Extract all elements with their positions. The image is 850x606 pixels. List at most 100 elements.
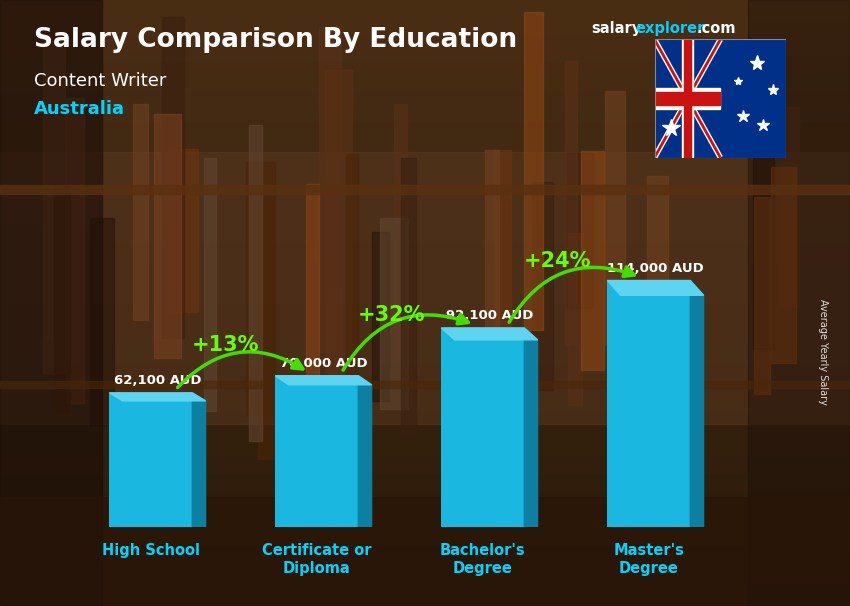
Bar	[0, 109, 850, 115]
FancyArrowPatch shape	[343, 315, 468, 370]
Bar	[133, 104, 148, 320]
Bar	[154, 115, 181, 358]
Bar	[0, 473, 850, 479]
Bar	[0, 442, 850, 448]
Bar	[0, 164, 850, 170]
Bar	[0, 0, 850, 6]
Bar	[0, 467, 850, 473]
Bar	[0, 273, 850, 279]
Bar	[607, 281, 690, 527]
Bar	[320, 27, 342, 351]
Bar	[0, 576, 850, 582]
Bar	[0, 212, 850, 218]
Text: 92,100 AUD: 92,100 AUD	[445, 310, 533, 322]
Bar	[43, 41, 65, 373]
Bar	[0, 115, 850, 121]
Bar	[0, 551, 850, 558]
Bar	[0, 242, 850, 248]
Bar	[0, 533, 850, 539]
Bar	[0, 588, 850, 594]
Bar	[0, 381, 850, 388]
Bar	[0, 24, 850, 30]
Bar	[0, 321, 850, 327]
Text: +13%: +13%	[192, 335, 259, 355]
Bar	[0, 158, 850, 164]
Polygon shape	[607, 281, 704, 295]
Bar	[0, 503, 850, 509]
Polygon shape	[359, 376, 371, 527]
FancyArrowPatch shape	[509, 267, 634, 322]
Bar	[0, 388, 850, 394]
FancyArrowPatch shape	[178, 351, 303, 388]
Text: Content Writer: Content Writer	[34, 72, 167, 90]
Bar	[0, 539, 850, 545]
Bar	[654, 88, 720, 109]
Bar	[568, 233, 582, 405]
Bar	[532, 182, 553, 390]
Bar	[65, 98, 83, 403]
Bar	[0, 303, 850, 309]
Bar	[394, 104, 407, 358]
Bar	[0, 376, 850, 382]
Bar	[162, 18, 184, 338]
Bar	[0, 370, 850, 376]
Bar	[306, 184, 320, 386]
Bar	[0, 200, 850, 206]
Bar	[494, 150, 512, 453]
Bar	[0, 91, 850, 97]
Bar	[0, 67, 850, 73]
Bar	[89, 218, 114, 425]
Bar	[0, 394, 850, 400]
Bar	[204, 158, 216, 411]
Bar	[0, 558, 850, 564]
Bar	[0, 515, 850, 521]
Bar	[401, 158, 416, 436]
Bar	[0, 152, 850, 158]
Bar	[372, 231, 389, 401]
Bar	[565, 61, 577, 345]
Bar	[0, 103, 850, 109]
Bar	[0, 406, 850, 412]
Text: Average Yearly Salary: Average Yearly Salary	[818, 299, 828, 404]
Bar	[0, 497, 850, 503]
Bar	[0, 48, 850, 55]
Bar	[0, 85, 850, 91]
Bar	[0, 345, 850, 351]
Bar	[0, 152, 850, 424]
Polygon shape	[690, 281, 704, 527]
Bar	[0, 30, 850, 36]
Bar	[0, 545, 850, 551]
Bar	[0, 527, 850, 533]
Bar	[0, 127, 850, 133]
Bar	[0, 18, 850, 24]
Bar	[0, 36, 850, 42]
Bar	[0, 6, 850, 12]
Bar	[168, 149, 198, 312]
Bar	[0, 564, 850, 570]
Bar	[0, 582, 850, 588]
Text: Australia: Australia	[34, 100, 125, 118]
Bar	[753, 44, 774, 349]
Bar	[0, 185, 850, 194]
Bar	[0, 97, 850, 103]
Bar	[0, 133, 850, 139]
Bar	[0, 339, 850, 345]
Bar	[0, 430, 850, 436]
Bar	[346, 155, 358, 443]
Polygon shape	[192, 393, 206, 527]
Bar	[0, 351, 850, 358]
Polygon shape	[441, 328, 537, 340]
Bar	[0, 418, 850, 424]
Bar	[0, 255, 850, 261]
Bar	[0, 315, 850, 321]
Bar	[748, 0, 850, 606]
Bar	[0, 333, 850, 339]
Bar	[248, 125, 262, 441]
Text: 114,000 AUD: 114,000 AUD	[607, 262, 704, 275]
Bar	[0, 248, 850, 255]
Bar	[0, 485, 850, 491]
Bar	[0, 454, 850, 461]
Bar	[0, 12, 850, 18]
Polygon shape	[275, 376, 371, 385]
Bar	[0, 194, 850, 200]
